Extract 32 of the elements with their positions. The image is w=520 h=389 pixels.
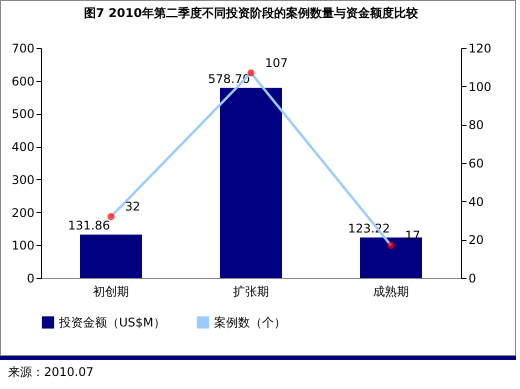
legend-label: 案例数（个）	[214, 315, 286, 330]
y-tick-label: 500	[12, 107, 34, 122]
bar	[220, 88, 282, 278]
data-label: 123.22	[348, 222, 390, 236]
y-tick-label: 200	[12, 206, 34, 220]
source-note: 来源：2010.07	[0, 356, 516, 385]
y2-tick-label: 0	[468, 272, 476, 286]
y-tick-label: 100	[12, 238, 34, 253]
x-tick-label: 扩张期	[233, 284, 269, 298]
x-tick-label: 初创期	[93, 284, 129, 298]
y2-tick-label: 20	[468, 233, 484, 248]
point	[107, 213, 115, 220]
data-label: 578.70	[208, 72, 250, 86]
point	[387, 242, 395, 249]
bar	[360, 238, 422, 278]
x-tick-label: 成熟期	[373, 284, 409, 298]
y2-tick-label: 60	[468, 156, 484, 170]
y-tick-label: 700	[12, 42, 34, 56]
y-tick-label: 300	[12, 172, 34, 187]
data-label: 107	[265, 56, 288, 70]
y-tick-label: 0	[26, 272, 34, 286]
y-tick-label: 400	[12, 140, 34, 154]
y2-tick-label: 100	[468, 80, 492, 94]
y2-tick-label: 120	[468, 42, 492, 56]
y2-tick-label: 40	[468, 194, 484, 209]
legend-label: 投资金额（US$M）	[58, 315, 166, 330]
bar	[80, 234, 142, 278]
data-label: 131.86	[68, 218, 110, 233]
data-label: 32	[125, 200, 140, 214]
chart-title: 图7 2010年第二季度不同投资阶段的案例数量与资金额度比较	[84, 6, 419, 20]
y2-tick-label: 80	[468, 118, 484, 132]
y-tick-label: 600	[12, 74, 34, 88]
